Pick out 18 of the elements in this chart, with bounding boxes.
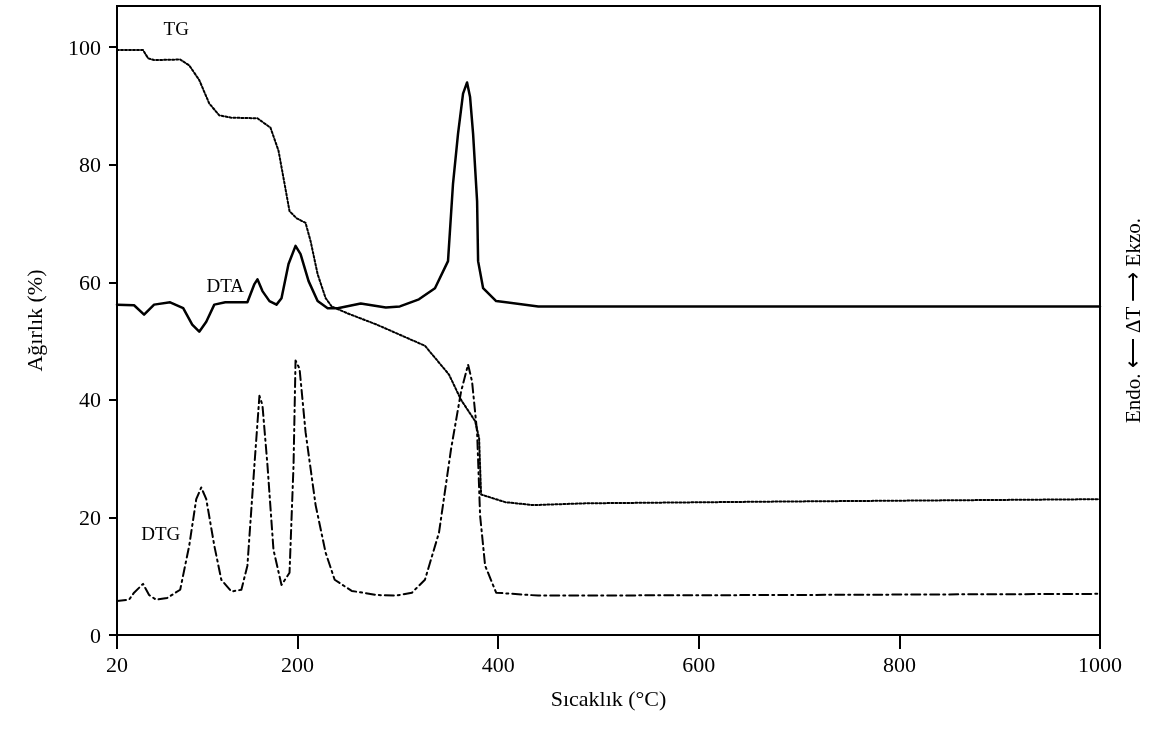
y2-axis-title: Endo. ⟵ ΔT ⟶ Ekzo. [1120,218,1145,423]
y-tick-label: 20 [79,504,101,530]
y-tick-label: 60 [79,269,101,295]
y-tick-label: 80 [79,152,101,178]
x-tick-label: 400 [481,651,515,677]
series-label: DTA [206,275,245,297]
y-tick-label: 100 [68,34,101,60]
y-tick-label: 40 [79,387,101,413]
series-label: TG [163,18,190,40]
y-tick-label: 0 [90,622,101,648]
y-axis-title: Ağırlık (%) [21,269,47,372]
x-tick-label: 200 [281,651,315,677]
x-axis-title: Sıcaklık (°C) [550,685,667,711]
series-label: DTG [141,523,181,545]
x-tick-label: 600 [682,651,716,677]
x-tick-label: 1000 [1078,651,1122,677]
x-tick-label: 20 [106,651,128,677]
x-tick-label: 800 [882,651,916,677]
